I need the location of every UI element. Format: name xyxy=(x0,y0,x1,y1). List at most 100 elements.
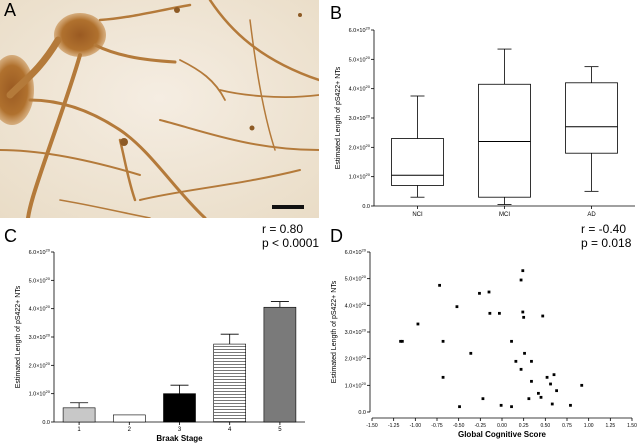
scatter-point xyxy=(478,291,481,295)
y-tick-label: 1.0×1020 xyxy=(29,389,51,398)
y-tick-label: 1.0×1020 xyxy=(349,172,371,181)
scatter-point xyxy=(545,375,549,379)
scatter-point xyxy=(455,305,459,309)
y-tick-label: 0.0 xyxy=(42,420,50,426)
scatter-point xyxy=(549,382,552,386)
x-tick-label: 0.25 xyxy=(519,423,529,429)
micrograph-image xyxy=(0,0,319,218)
bar-stage-1 xyxy=(62,407,96,423)
scatter-point xyxy=(499,403,503,407)
scatter-point xyxy=(441,339,445,343)
scatter-point xyxy=(530,359,533,363)
scatter-point xyxy=(550,402,554,406)
y-tick-label: 5.0×1020 xyxy=(349,55,371,64)
scatter-point xyxy=(481,397,485,401)
x-tick-label: -0.75 xyxy=(431,423,443,429)
scatter-point xyxy=(514,359,518,363)
scatter-point xyxy=(569,403,572,407)
x-axis-label: Braak Stage xyxy=(156,434,203,443)
x-tick-label: 4 xyxy=(228,427,232,433)
scatter-point xyxy=(527,397,531,401)
y-tick-label: 0.0 xyxy=(362,204,370,210)
stat-p-c: p < 0.0001 xyxy=(262,236,320,250)
scatter-point xyxy=(487,290,491,294)
y-tick-label: 4.0×1020 xyxy=(345,301,367,310)
x-tick-label: -0.25 xyxy=(475,423,487,429)
y-tick-label: 3.0×1020 xyxy=(349,114,371,123)
x-tick-label: 0.75 xyxy=(562,423,572,429)
x-tick-label: AD xyxy=(587,212,596,218)
scatter-point xyxy=(519,278,523,282)
scatter-point xyxy=(537,391,540,395)
x-tick-label: 1 xyxy=(77,427,81,433)
x-tick-label: 3 xyxy=(178,427,182,433)
bar-stage-3 xyxy=(163,393,196,423)
scatter-point xyxy=(530,379,533,383)
y-tick-label: 4.0×1020 xyxy=(29,304,51,313)
scatter-point xyxy=(488,311,492,315)
x-tick-label: 2 xyxy=(128,427,132,433)
bar-chart-c: 0.0 1.0×1020 2.0×1020 3.0×1020 4.0×1020 5.0×1… xyxy=(15,248,305,443)
stat-r-c: r = 0.80 xyxy=(262,222,304,236)
y-axis-label: Estimated Length of pS422+ NTs xyxy=(331,280,338,383)
scatter-plot-d: 0.0 1.0×1020 2.0×1020 3.0×1020 4.0×1020 5.0×1… xyxy=(331,248,637,440)
scatter-point xyxy=(400,339,404,343)
bar-stage-4 xyxy=(213,343,246,423)
x-tick-label: 0.00 xyxy=(497,423,507,429)
scatter-point xyxy=(555,389,558,393)
bar-stage-2 xyxy=(113,414,146,423)
y-tick-label: 1.0×1020 xyxy=(345,381,367,390)
x-tick-label: MCI xyxy=(499,212,510,218)
box-ad xyxy=(565,82,618,154)
scatter-point xyxy=(521,269,525,273)
scatter-point xyxy=(522,315,526,319)
panel-label-c: C xyxy=(4,226,17,246)
y-tick-label: 2.0×1020 xyxy=(29,361,51,370)
y-tick-label: 5.0×1020 xyxy=(345,274,367,283)
scatter-point xyxy=(498,311,501,315)
y-tick-label: 5.0×1020 xyxy=(29,276,51,285)
scatter-point xyxy=(438,283,441,287)
scatter-point xyxy=(539,395,543,399)
y-tick-label: 2.0×1020 xyxy=(349,143,371,152)
x-tick-label: NCI xyxy=(412,212,423,218)
scatter-point xyxy=(510,339,513,343)
stat-r-d: r = -0.40 xyxy=(581,222,627,236)
scatter-point xyxy=(519,367,523,371)
y-tick-label: 4.0×1020 xyxy=(349,84,371,93)
y-tick-label: 3.0×1020 xyxy=(345,328,367,337)
scatter-point xyxy=(510,405,513,409)
scatter-point xyxy=(523,351,526,355)
y-tick-label: 6.0×1020 xyxy=(29,248,51,257)
scatter-point xyxy=(541,314,545,318)
x-tick-label: -0.50 xyxy=(453,423,465,429)
box-mci xyxy=(478,83,531,198)
panel-label-a: A xyxy=(4,0,17,20)
x-tick-label: 0.50 xyxy=(540,423,550,429)
panel-label-b: B xyxy=(330,3,343,23)
box-plot-b: 0.0 1.0×1020 2.0×1020 3.0×1020 4.0×1020 5.0×1… xyxy=(335,26,635,218)
scatter-point xyxy=(416,322,420,326)
y-axis-label: Estimated Length of pS422+ NTs xyxy=(335,66,342,169)
box-nci xyxy=(391,138,444,186)
panel-label-d: D xyxy=(330,226,343,246)
x-tick-label: 1.50 xyxy=(627,423,637,429)
stat-p-d: p = 0.018 xyxy=(581,236,632,250)
scatter-point xyxy=(521,310,525,314)
y-tick-label: 3.0×1020 xyxy=(29,333,51,342)
x-tick-label: 1.25 xyxy=(605,423,615,429)
bar-stage-5 xyxy=(263,306,297,423)
x-tick-label: -1.50 xyxy=(366,423,378,429)
y-tick-label: 2.0×1020 xyxy=(345,354,367,363)
scatter-point xyxy=(552,373,556,377)
x-tick-label: 5 xyxy=(278,427,282,433)
x-tick-label: 1.00 xyxy=(584,423,594,429)
scatter-point xyxy=(580,383,584,387)
y-tick-label: 0.0 xyxy=(358,410,366,416)
x-tick-label: -1.25 xyxy=(388,423,400,429)
x-axis-label: Global Cognitive Score xyxy=(458,430,547,439)
y-axis-label: Estimated Length of pS422+ NTs xyxy=(15,285,22,388)
scatter-point xyxy=(469,351,473,355)
scatter-point xyxy=(458,405,461,409)
scatter-point xyxy=(399,339,402,343)
